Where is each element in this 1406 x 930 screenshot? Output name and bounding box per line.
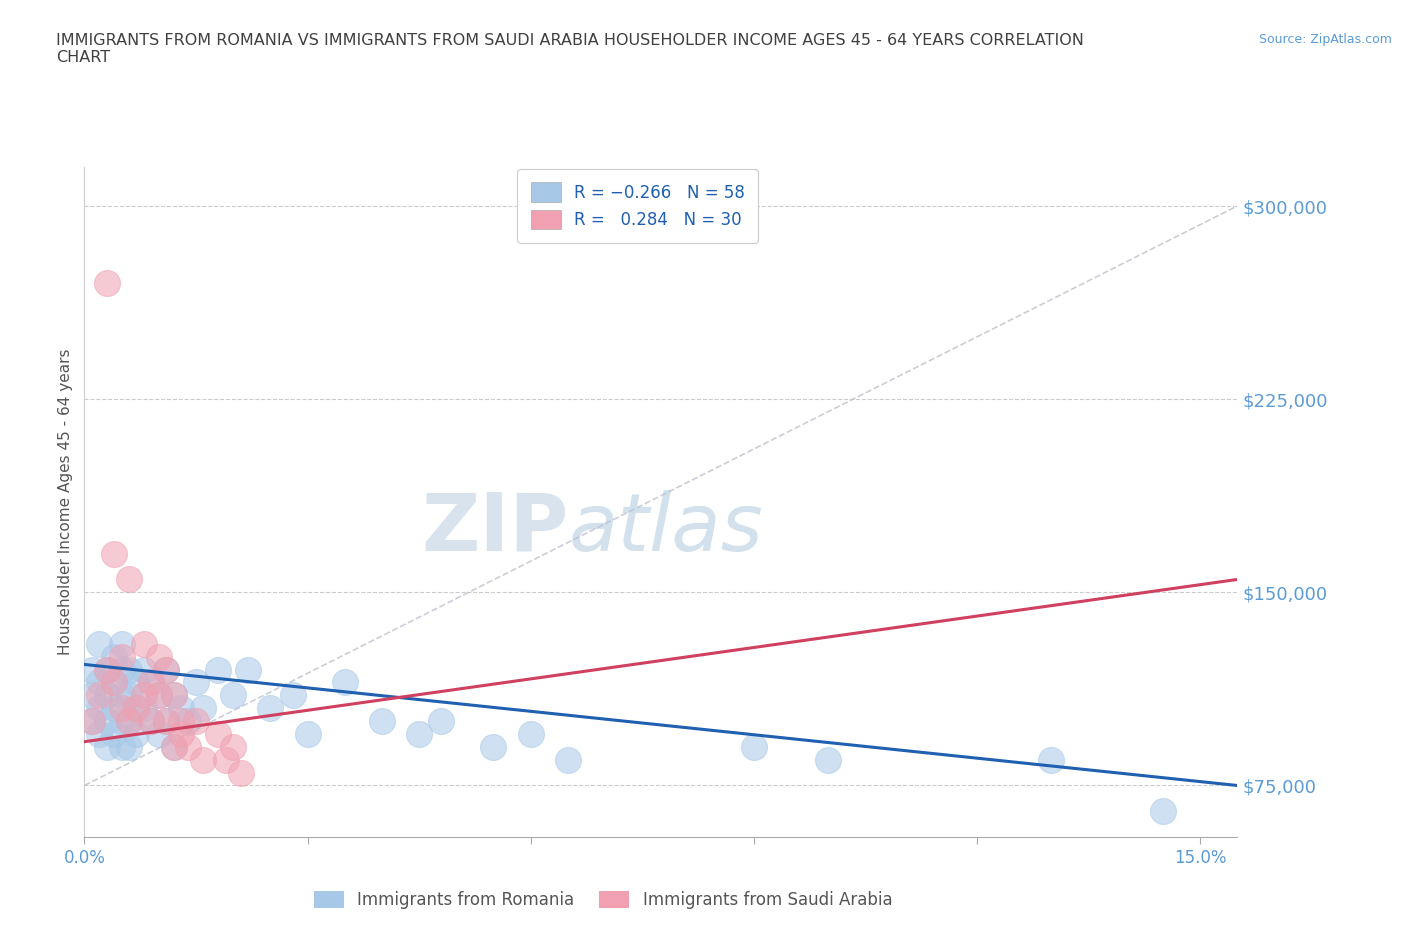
Text: Source: ZipAtlas.com: Source: ZipAtlas.com	[1258, 33, 1392, 46]
Point	[207, 662, 229, 677]
Point	[177, 739, 200, 754]
Point	[333, 675, 356, 690]
Point	[170, 701, 193, 716]
Point	[103, 546, 125, 561]
Point	[148, 649, 170, 664]
Point	[184, 675, 207, 690]
Point	[80, 688, 103, 703]
Text: ZIP: ZIP	[422, 490, 568, 568]
Point	[132, 662, 155, 677]
Point	[222, 739, 245, 754]
Point	[96, 662, 118, 677]
Point	[118, 572, 141, 587]
Point	[170, 726, 193, 741]
Point	[148, 726, 170, 741]
Point	[110, 701, 132, 716]
Point	[1152, 804, 1174, 818]
Point	[155, 713, 177, 728]
Point	[162, 739, 184, 754]
Point	[80, 713, 103, 728]
Point	[170, 713, 193, 728]
Point	[162, 739, 184, 754]
Point	[215, 752, 238, 767]
Point	[817, 752, 839, 767]
Point	[96, 739, 118, 754]
Point	[110, 739, 132, 754]
Point	[482, 739, 505, 754]
Point	[118, 688, 141, 703]
Point	[132, 701, 155, 716]
Point	[80, 713, 103, 728]
Point	[132, 636, 155, 651]
Point	[557, 752, 579, 767]
Point	[125, 701, 148, 716]
Point	[1040, 752, 1063, 767]
Text: atlas: atlas	[568, 490, 763, 568]
Point	[103, 649, 125, 664]
Point	[103, 726, 125, 741]
Point	[118, 713, 141, 728]
Point	[89, 726, 111, 741]
Point	[125, 701, 148, 716]
Point	[118, 662, 141, 677]
Point	[259, 701, 281, 716]
Point	[125, 726, 148, 741]
Point	[89, 675, 111, 690]
Point	[207, 726, 229, 741]
Point	[408, 726, 430, 741]
Text: IMMIGRANTS FROM ROMANIA VS IMMIGRANTS FROM SAUDI ARABIA HOUSEHOLDER INCOME AGES : IMMIGRANTS FROM ROMANIA VS IMMIGRANTS FR…	[56, 33, 1084, 65]
Point	[125, 675, 148, 690]
Point	[96, 688, 118, 703]
Point	[193, 752, 215, 767]
Y-axis label: Householder Income Ages 45 - 64 years: Householder Income Ages 45 - 64 years	[58, 349, 73, 656]
Point	[148, 688, 170, 703]
Point	[89, 688, 111, 703]
Point	[148, 688, 170, 703]
Point	[519, 726, 541, 741]
Point	[193, 701, 215, 716]
Point	[110, 636, 132, 651]
Point	[110, 713, 132, 728]
Point	[141, 713, 163, 728]
Point	[371, 713, 394, 728]
Point	[162, 688, 184, 703]
Point	[141, 713, 163, 728]
Point	[155, 713, 177, 728]
Point	[742, 739, 765, 754]
Point	[222, 688, 245, 703]
Point	[89, 636, 111, 651]
Point	[96, 713, 118, 728]
Point	[103, 675, 125, 690]
Point	[155, 662, 177, 677]
Point	[162, 688, 184, 703]
Point	[103, 701, 125, 716]
Point	[118, 739, 141, 754]
Point	[177, 713, 200, 728]
Legend: Immigrants from Romania, Immigrants from Saudi Arabia: Immigrants from Romania, Immigrants from…	[308, 884, 898, 916]
Point	[141, 675, 163, 690]
Point	[96, 276, 118, 291]
Point	[430, 713, 453, 728]
Point	[184, 713, 207, 728]
Point	[103, 675, 125, 690]
Point	[96, 662, 118, 677]
Point	[236, 662, 259, 677]
Point	[229, 765, 252, 780]
Point	[110, 662, 132, 677]
Point	[132, 688, 155, 703]
Point	[297, 726, 319, 741]
Point	[80, 662, 103, 677]
Point	[141, 675, 163, 690]
Point	[110, 649, 132, 664]
Point	[281, 688, 304, 703]
Point	[118, 713, 141, 728]
Point	[110, 688, 132, 703]
Point	[89, 701, 111, 716]
Point	[155, 662, 177, 677]
